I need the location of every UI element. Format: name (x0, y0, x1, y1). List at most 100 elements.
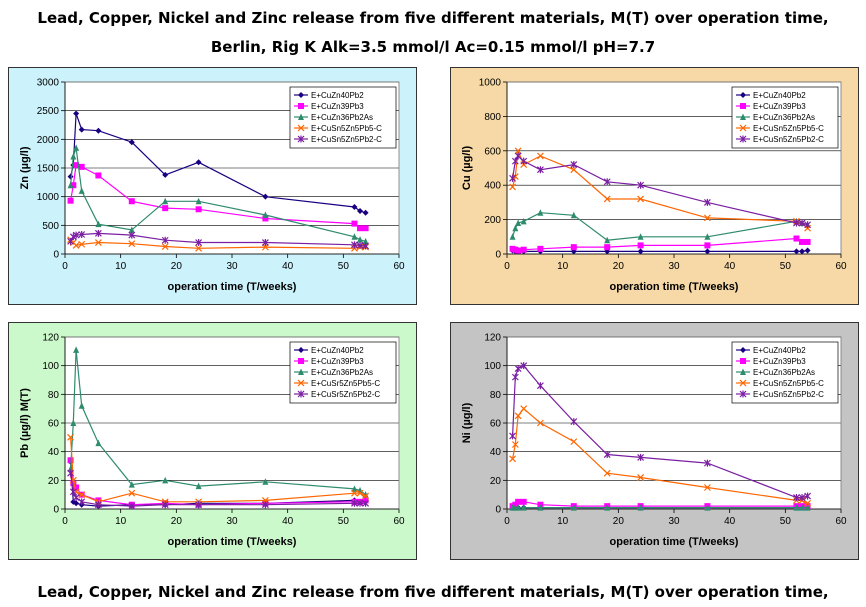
ni-data-point (804, 504, 811, 511)
ni-legend-marker (740, 368, 746, 375)
zn-xtick-label: 0 (62, 261, 68, 272)
cu-data-point (799, 248, 806, 255)
pb-data-point (162, 476, 169, 484)
pb-legend-marker (297, 390, 305, 398)
pb-data-point (78, 498, 86, 506)
cu-data-point (603, 195, 611, 203)
cu-data-point (798, 219, 806, 227)
pb-data-point (128, 481, 135, 488)
cu-xtick-label: 40 (724, 261, 736, 272)
ni-data-point (536, 419, 544, 427)
pb-data-point (94, 501, 102, 509)
zn-legend-label: E+CuZn39Pb3 (311, 102, 364, 111)
cu-xtick-label: 50 (780, 261, 792, 272)
zn-data-point (78, 187, 85, 194)
zn-data-point (362, 242, 370, 250)
zn-ytick-label: 1500 (37, 164, 60, 175)
ni-xtick-label: 10 (557, 516, 569, 527)
pb-data-point (351, 489, 358, 497)
ni-data-point (511, 373, 519, 381)
zn-data-point (195, 159, 202, 166)
cu-ytick-label: 0 (495, 250, 501, 261)
zn-legend-label: E+CuSn5Zn5Pb5-C (311, 124, 382, 133)
cu-legend-label: E+CuSn5Zn5Pb2-C (753, 135, 824, 144)
ni-legend-marker (739, 390, 747, 398)
ni-data-point (537, 504, 544, 511)
zn-legend-label: E+CuZn36Pb2As (311, 113, 373, 122)
cu-data-point (804, 238, 811, 245)
pb-legend-marker (298, 358, 304, 364)
ni-data-point (637, 474, 645, 481)
chart-panel-cu: 0 200 400 600 800 1000 0 10 20 30 40 50 60 operation … (450, 67, 859, 305)
pb-series-5 (67, 469, 370, 510)
zn-data-point (195, 206, 202, 213)
zn-xtick-label: 60 (393, 261, 405, 272)
ni-series-5 (509, 362, 812, 502)
cu-data-point (799, 238, 806, 245)
ni-legend-label: E+CuZn36Pb2As (753, 368, 815, 377)
cu-data-point (570, 211, 577, 219)
cu-data-point (536, 152, 544, 160)
cu-data-point (603, 178, 611, 186)
page-title-line-2: Berlin, Rig K Alk=3.5 mmol/l Ac=0.15 mmo… (210, 38, 656, 56)
cu-data-point (793, 219, 800, 227)
cu-ytick-label: 400 (484, 181, 501, 192)
cu-data-point (804, 247, 811, 254)
pb-data-point (356, 489, 364, 497)
ni-legend-label: E+CuSn5Zn5Pb5-C (753, 379, 824, 388)
pb-xtick-label: 60 (393, 516, 405, 527)
cu-legend-marker (739, 135, 747, 143)
cu-data-point (514, 152, 522, 160)
zn-series-4 (67, 236, 370, 252)
ni-data-point (804, 492, 812, 500)
pb-legend-item: E+CuZn40Pb2 (294, 346, 364, 355)
ni-x-axis-label: operation time (T/weeks) (610, 536, 739, 548)
ni-legend-marker (740, 347, 746, 353)
ni-xtick-label: 60 (835, 516, 847, 527)
cu-ytick-label: 200 (484, 215, 501, 226)
ni-data-point (515, 498, 522, 505)
zn-series-5 (67, 229, 370, 250)
ni-data-point (637, 453, 645, 461)
ni-legend-label: E+CuSn5Zn5Pb2-C (753, 390, 824, 399)
zn-legend-marker (298, 92, 304, 98)
cu-data-point (793, 248, 800, 255)
ni-data-point (515, 504, 522, 511)
ni-data-point (704, 504, 711, 511)
zn-data-point (262, 215, 269, 222)
pb-data-point (67, 433, 74, 441)
pb-data-point (69, 488, 77, 496)
cu-legend-marker (740, 92, 746, 98)
pb-ytick-label: 80 (48, 390, 60, 401)
zn-data-point (128, 231, 136, 239)
zn-legend-marker (298, 103, 304, 109)
zn-data-point (95, 220, 102, 228)
cu-xtick-label: 60 (835, 261, 847, 272)
ni-data-point (520, 405, 528, 413)
cu-data-point (520, 246, 527, 253)
pb-data-point (67, 469, 74, 477)
cu-y-axis-label: Cu (µg/l) (461, 146, 473, 191)
chart-panel-zn: 0 500 1000 1500 2000 2500 3000 0 10 20 30 40 50 60 ope… (8, 67, 417, 305)
ni-chart: 0 20 40 60 80 100 120 0 10 20 30 40 50 60 operation ti… (450, 322, 859, 560)
ni-data-point (793, 494, 800, 502)
zn-data-point (356, 241, 364, 249)
pb-legend-label: E+CuZn39Pb3 (311, 357, 364, 366)
pb-xtick-label: 30 (226, 516, 238, 527)
pb-data-point (161, 501, 169, 509)
pb-legend-label: E+CuZn40Pb2 (311, 346, 364, 355)
pb-data-point (195, 482, 202, 490)
pb-data-point (78, 402, 85, 409)
ni-data-point (703, 459, 711, 467)
cu-data-point (515, 219, 522, 227)
zn-legend-item: E+CuSn5Zn5Pb2-C (294, 135, 382, 144)
ni-data-point (798, 494, 806, 502)
pb-data-point (73, 484, 80, 491)
page-title-line-3: Lead, Copper, Nickel and Zinc release fr… (37, 583, 829, 601)
ni-legend-item: E+CuSn5Zn5Pb5-C (736, 379, 824, 388)
cu-data-point (703, 214, 711, 222)
zn-data-point (351, 233, 358, 240)
pb-data-point (356, 499, 364, 507)
cu-data-point (604, 236, 611, 244)
cu-data-point (509, 233, 516, 240)
